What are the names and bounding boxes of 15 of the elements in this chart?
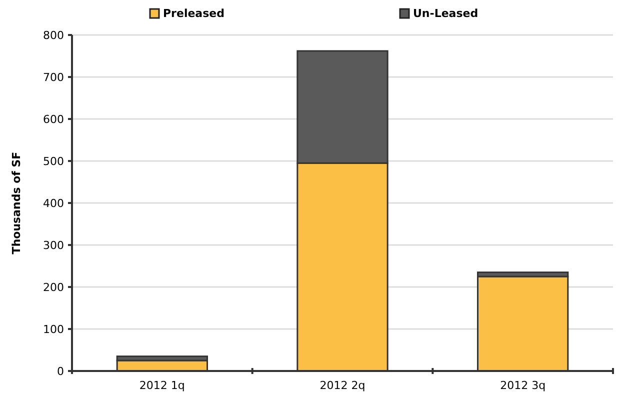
- y-axis-title: Thousands of SF: [10, 152, 23, 254]
- y-tick-label: 500: [43, 154, 64, 168]
- y-tick-label: 800: [43, 28, 64, 42]
- y-tick-label: 300: [43, 238, 64, 252]
- legend-label: Preleased: [163, 7, 224, 20]
- y-tick-label: 100: [43, 322, 64, 336]
- y-tick-label: 0: [57, 364, 64, 378]
- y-tick-label: 400: [43, 196, 64, 210]
- y-tick-label: 700: [43, 70, 64, 84]
- y-tick-label: 200: [43, 280, 64, 294]
- x-tick-label: 2012 3q: [500, 379, 546, 392]
- x-tick-label: 2012 1q: [139, 379, 185, 392]
- legend-label: Un-Leased: [413, 7, 478, 20]
- y-tick-label: 600: [43, 112, 64, 126]
- x-tick-label: 2012 2q: [320, 379, 366, 392]
